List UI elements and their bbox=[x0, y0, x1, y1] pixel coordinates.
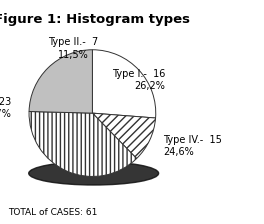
Text: Type I.-  16
26,2%: Type I.- 16 26,2% bbox=[112, 69, 165, 91]
Text: Type III.-  23
37,7%: Type III.- 23 37,7% bbox=[0, 97, 11, 119]
Ellipse shape bbox=[29, 162, 159, 185]
Title: Figure 1: Histogram types: Figure 1: Histogram types bbox=[0, 13, 190, 26]
Text: TOTAL of CASES: 61: TOTAL of CASES: 61 bbox=[8, 208, 97, 217]
Text: Type II.-  7
11,5%: Type II.- 7 11,5% bbox=[48, 37, 98, 60]
Text: Type IV.-  15
24,6%: Type IV.- 15 24,6% bbox=[163, 135, 222, 157]
Wedge shape bbox=[92, 113, 155, 159]
Wedge shape bbox=[29, 112, 137, 177]
Wedge shape bbox=[29, 50, 92, 113]
Wedge shape bbox=[92, 50, 156, 118]
